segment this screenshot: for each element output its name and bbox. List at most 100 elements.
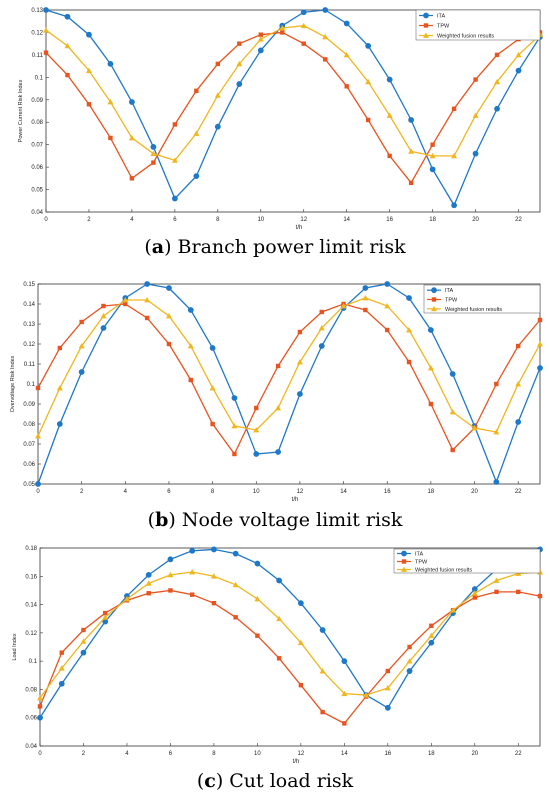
data-point <box>171 157 178 163</box>
data-point <box>123 301 128 307</box>
data-point <box>80 638 87 644</box>
data-point <box>145 571 152 578</box>
x-tick-label: 14 <box>343 217 350 223</box>
legend-label: TPW <box>437 24 450 30</box>
data-point <box>43 27 49 33</box>
data-point <box>129 99 135 105</box>
series-3 <box>43 22 543 163</box>
series-line <box>45 9 541 207</box>
data-point <box>297 329 303 335</box>
series-3 <box>35 295 543 439</box>
data-point <box>122 297 129 303</box>
series-2 <box>37 588 543 726</box>
caption-a-label: a <box>151 236 165 258</box>
data-point <box>300 9 307 16</box>
data-point <box>232 451 237 457</box>
x-tick-label: 12 <box>297 489 304 495</box>
data-point <box>232 581 239 588</box>
y-tick-label: 0.18 <box>25 546 37 552</box>
data-point <box>537 365 543 371</box>
series-2 <box>43 30 543 186</box>
data-point <box>298 682 304 688</box>
data-point <box>384 281 391 287</box>
data-point <box>494 381 499 387</box>
y-tick-label: 0.06 <box>23 462 35 468</box>
data-point <box>451 202 457 209</box>
data-point <box>107 99 114 105</box>
legend-label: Weighted fusion results <box>445 307 502 313</box>
caption-b: (b) Node voltage limit risk <box>147 509 403 531</box>
y-tick-label: 0.11 <box>32 53 44 59</box>
data-point <box>318 343 325 349</box>
x-axis-label: t/h <box>293 759 300 765</box>
y-tick-label: 0.11 <box>24 362 36 368</box>
data-point <box>279 24 286 31</box>
data-point <box>150 150 157 157</box>
data-point <box>151 160 156 165</box>
x-tick-label: 0 <box>38 751 42 757</box>
data-point <box>537 317 543 323</box>
legend-marker <box>401 566 407 572</box>
data-point <box>472 595 477 600</box>
x-tick-label: 16 <box>386 217 393 223</box>
data-point <box>494 52 500 58</box>
data-point <box>100 313 107 319</box>
data-point <box>428 401 434 407</box>
x-tick-label: 2 <box>82 751 86 757</box>
data-point <box>276 577 283 584</box>
data-point <box>362 295 369 301</box>
y-tick-label: 0.04 <box>31 210 43 216</box>
y-tick-label: 0.07 <box>31 143 43 149</box>
x-tick-label: 22 <box>515 489 522 495</box>
x-tick-label: 0 <box>44 217 48 223</box>
y-tick-label: 0.15 <box>23 282 35 288</box>
data-point <box>275 363 281 369</box>
data-point <box>86 31 92 38</box>
chart-2: 0 2 4 6 8 10 12 14 16 18 20 22 0.05 0.06 0.07 0.08 0.09 0… <box>10 281 543 503</box>
legend-label: TPW <box>415 560 428 566</box>
data-point <box>515 343 521 349</box>
data-point <box>427 365 434 371</box>
data-point <box>172 122 178 127</box>
x-tick-label: 4 <box>125 751 129 757</box>
data-point <box>146 591 151 596</box>
y-tick-label: 0.1 <box>35 75 44 81</box>
data-point <box>406 295 412 301</box>
data-point <box>64 42 71 49</box>
y-tick-label: 0.05 <box>23 482 35 488</box>
data-point <box>365 43 372 49</box>
data-point <box>296 359 303 365</box>
legend-marker <box>431 287 437 294</box>
y-tick-label: 0.06 <box>25 716 37 722</box>
legend-marker <box>423 32 429 38</box>
data-point <box>189 547 196 554</box>
data-point <box>214 123 221 130</box>
data-point <box>297 639 304 646</box>
data-point <box>407 644 412 650</box>
data-point <box>385 327 390 333</box>
legend-marker <box>423 12 429 19</box>
data-point <box>275 405 282 411</box>
data-point <box>320 709 325 715</box>
chart-1-frame <box>45 9 541 213</box>
data-point <box>85 67 92 73</box>
data-point <box>493 479 500 485</box>
data-point <box>168 588 173 593</box>
data-point <box>123 595 130 602</box>
data-point <box>493 577 500 583</box>
data-point <box>145 580 152 586</box>
data-point <box>167 571 174 578</box>
data-point <box>128 134 135 141</box>
data-point <box>257 36 264 42</box>
legend-marker <box>401 559 407 564</box>
data-point <box>280 30 285 35</box>
chart-3-frame <box>39 547 541 747</box>
data-point <box>102 614 109 620</box>
data-point <box>471 590 478 596</box>
data-point <box>194 88 199 93</box>
x-axis-label: t/h <box>292 497 299 503</box>
data-point <box>81 627 86 633</box>
data-point <box>472 112 479 118</box>
data-point <box>258 32 263 37</box>
data-point <box>384 303 391 309</box>
